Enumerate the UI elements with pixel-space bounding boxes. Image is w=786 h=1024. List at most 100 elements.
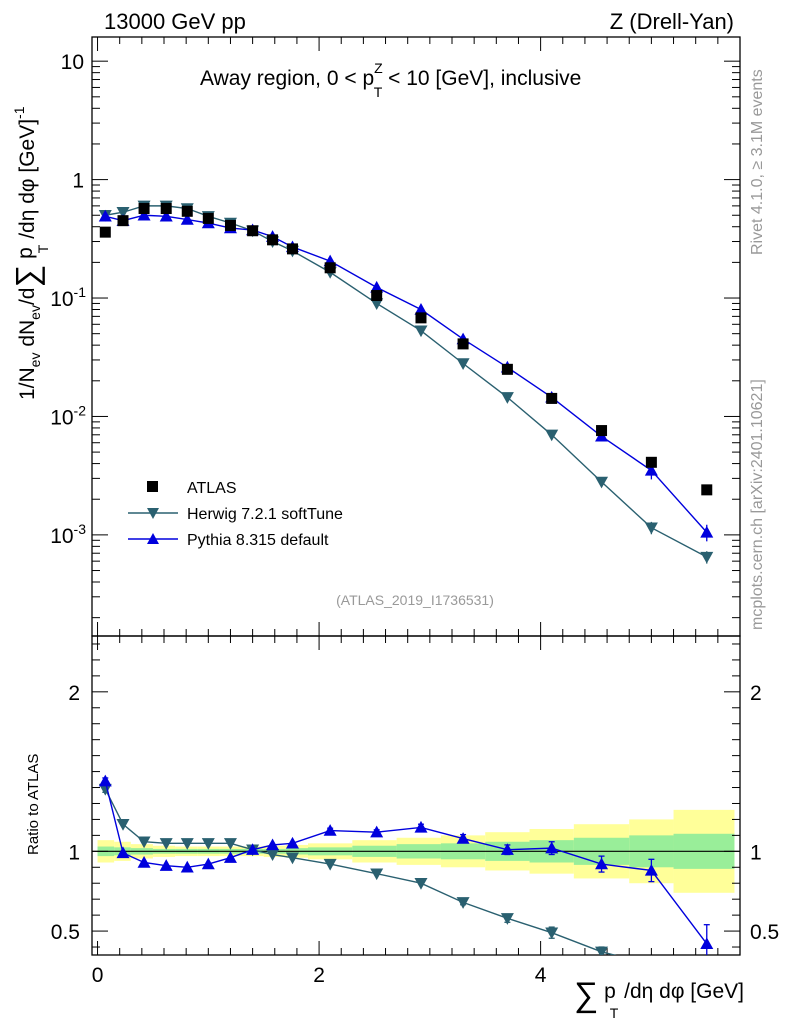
pythia-point xyxy=(137,208,151,221)
ratio-series xyxy=(98,774,714,975)
rivet-label: Rivet 4.1.0, ≥ 3.1M events xyxy=(749,69,766,255)
ratio-tick-label-left-2: 2 xyxy=(68,682,80,705)
herwig-point xyxy=(116,207,130,219)
herwig-ratio-point xyxy=(223,838,237,850)
pythia-ratio-point xyxy=(246,843,260,855)
atlas-point xyxy=(596,425,608,437)
legend-atlas-marker xyxy=(147,481,158,492)
atlas-point xyxy=(202,212,214,224)
herwig-ratio-point xyxy=(414,878,428,890)
ratio-tick-label-right-2: 2 xyxy=(750,682,762,705)
herwig-point xyxy=(644,522,658,535)
pythia-ratio-point xyxy=(201,857,215,870)
legend-herwig-label: Herwig 7.2.1 softTune xyxy=(187,506,343,523)
herwig-ratio-point xyxy=(700,963,713,975)
pythia-ratio-point xyxy=(180,860,194,873)
pythia-ratio-point xyxy=(456,832,470,844)
herwig-point xyxy=(595,476,609,489)
herwig-ratio-point xyxy=(98,783,112,796)
herwig-line xyxy=(105,205,708,558)
mcplots-label: mcplots.cern.ch [arXiv:2401.10621] xyxy=(749,379,766,630)
x-tick-label-2: 4 xyxy=(535,964,547,987)
legend-herwig-marker xyxy=(147,508,159,519)
pythia-ratio-point xyxy=(644,863,658,876)
legend-pythia-label: Pythia 8.315 default xyxy=(187,532,329,549)
legend-pythia-marker xyxy=(147,533,159,544)
pythia-ratio-point xyxy=(285,836,299,849)
atlas-point xyxy=(117,215,129,227)
herwig-point xyxy=(414,325,428,338)
herwig-ratio-point xyxy=(266,849,280,862)
energy-label: 13000 GeV pp xyxy=(104,9,246,34)
atlas-point xyxy=(645,456,657,468)
atlas-point xyxy=(701,484,713,496)
herwig-point xyxy=(456,358,470,370)
ratio-frame xyxy=(91,635,741,956)
ratio-plot: 0 2 4 0.5 0.5 1 1 2 2 xyxy=(51,635,779,987)
herwig-ratio-point xyxy=(137,836,151,849)
atlas-point xyxy=(247,225,259,237)
atlas-point xyxy=(267,234,279,246)
process-label: Z (Drell-Yan) xyxy=(610,9,734,34)
pythia-point xyxy=(644,463,658,476)
pythia-ratio-point xyxy=(414,820,428,833)
herwig-ratio-point xyxy=(323,858,337,871)
herwig-ratio-point xyxy=(285,852,299,865)
herwig-ratio-point xyxy=(500,913,514,925)
title-pre: Away region, 0 < p xyxy=(200,67,374,90)
atlas-point xyxy=(224,219,236,231)
herwig-ratio-point xyxy=(645,959,658,971)
herwig-ratio-point xyxy=(159,838,173,850)
y-tick-label-0: 10-3 xyxy=(50,521,86,548)
atlas-point xyxy=(546,392,558,404)
pythia-point xyxy=(370,280,384,293)
herwig-point xyxy=(545,429,559,442)
pythia-point xyxy=(180,213,194,225)
pythia-point xyxy=(700,525,714,538)
pythia-ratio-point xyxy=(545,841,559,854)
atlas-point xyxy=(324,262,336,274)
herwig-point xyxy=(700,551,714,564)
title-post: < 10 [GeV], inclusive xyxy=(382,67,581,90)
atlas-point xyxy=(371,290,383,302)
herwig-ratio-point xyxy=(545,927,559,940)
pythia-ratio-point xyxy=(595,857,609,870)
ratio-y-label: Ratio to ATLAS xyxy=(25,754,42,855)
pythia-ratio-point xyxy=(137,855,151,868)
pythia-point xyxy=(414,303,428,315)
pythia-ratio-point xyxy=(98,774,112,787)
herwig-ratio-point xyxy=(595,946,609,955)
x-tick-label-1: 2 xyxy=(313,964,325,987)
atlas-point xyxy=(99,226,111,238)
pythia-ratio-point xyxy=(500,843,514,855)
pythia-ratio-point xyxy=(700,937,714,950)
y-tick-label-4: 10 xyxy=(61,51,84,74)
ratio-tick-label-left-0: 0.5 xyxy=(51,921,80,944)
ratio-tick-label-left-1: 1 xyxy=(68,841,80,864)
y-axis-label: 1/Nev dNev/d∑ pT /dη dφ [GeV]-1 xyxy=(9,106,51,400)
y-tick-label-3: 1 xyxy=(72,170,84,193)
ratio-tick-label-right-1: 1 xyxy=(750,841,762,864)
herwig-point xyxy=(500,392,514,404)
ratio-tick-label-right-0: 0.5 xyxy=(750,921,779,944)
herwig-ratio-point xyxy=(201,838,215,850)
title-sup: Z xyxy=(374,60,383,76)
atlas-point xyxy=(501,363,513,375)
atlas-point xyxy=(286,243,298,255)
atlas-point xyxy=(160,203,172,215)
title-sub: T xyxy=(374,84,383,100)
pythia-ratio-point xyxy=(266,838,280,851)
herwig-ratio-point xyxy=(370,868,384,881)
pythia-ratio-point xyxy=(323,824,337,836)
plot-title: Away region, 0 < pZ T < 10 [GeV], inclusi… xyxy=(200,60,581,100)
main-plot: 10-3 10-2 10-1 1 10 xyxy=(50,36,741,637)
pythia-point xyxy=(159,209,173,222)
herwig-ratio-point xyxy=(116,819,130,831)
atlas-point xyxy=(415,312,427,324)
herwig-ratio-point xyxy=(456,897,470,909)
y-tick-label-2: 10-1 xyxy=(50,284,86,311)
legend-atlas-label: ATLAS xyxy=(187,480,237,497)
herwig-point xyxy=(370,298,384,310)
